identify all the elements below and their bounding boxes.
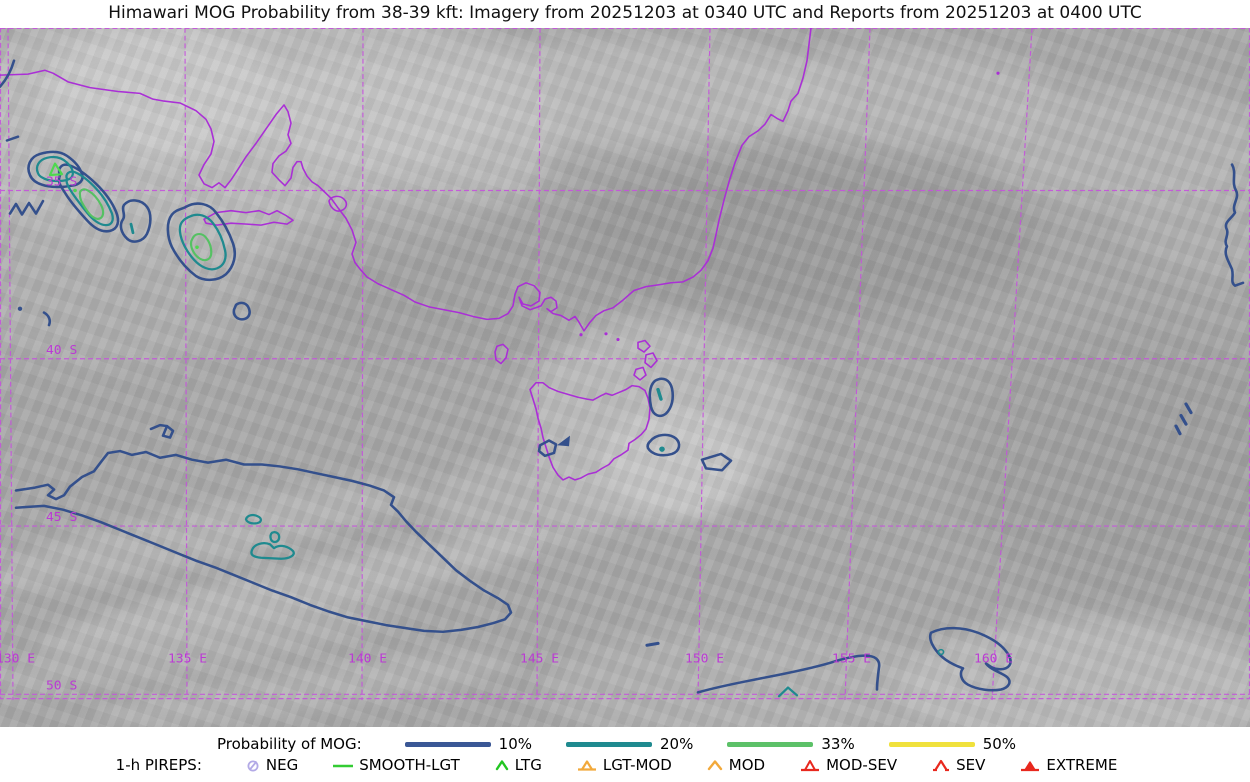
mod-sev-label: MOD-SEV xyxy=(826,756,898,774)
prob-contour-33pct-marks xyxy=(73,188,199,249)
lon-label: 140 E xyxy=(348,652,387,667)
probability-legend-title: Probability of MOG: xyxy=(216,735,362,753)
neg-label: NEG xyxy=(265,756,299,774)
prob-contour-10pct-marks xyxy=(17,306,570,447)
lon-label: 145 E xyxy=(520,652,559,667)
legend-item-50pct: 50% xyxy=(888,735,1017,753)
legend: Probability of MOG: 10% 20% 33% 50% 1-h … xyxy=(0,727,1250,782)
cloud-patch xyxy=(560,158,1040,318)
smooth-lgt-line-icon xyxy=(333,764,354,768)
cloud-patch xyxy=(0,208,260,368)
legend-item-smooth-lgt: SMOOTH-LGT xyxy=(332,756,460,774)
lon-label: 135 E xyxy=(168,652,207,667)
legend-item-10pct: 10% xyxy=(404,735,533,753)
cloud-patch xyxy=(540,628,960,727)
prob-contour-10pct xyxy=(0,59,1245,694)
lat-label: 45 S xyxy=(46,510,77,525)
satellite-map: 35 S 40 S 45 S 50 S 130 E 135 E 140 E 14… xyxy=(0,28,1250,727)
legend-item-extreme: EXTREME xyxy=(1019,756,1117,774)
prob-10-label: 10% xyxy=(498,735,533,753)
neg-circle-slash-icon xyxy=(247,760,259,772)
lat-lon-grid xyxy=(0,28,1250,701)
prob-contour-20pct xyxy=(35,155,945,698)
map-overlay: 35 S 40 S 45 S 50 S 130 E 135 E 140 E 14… xyxy=(0,28,1250,701)
cloud-patch xyxy=(40,28,280,158)
pirep-legend-row: 1-h PIREPS: NEG SMOOTH-LGT LTG xyxy=(0,756,1250,774)
mod-label: MOD xyxy=(728,756,766,774)
mod-sev-triangle-icon xyxy=(801,760,820,772)
prob-contour-20pct-marks xyxy=(659,446,665,452)
legend-item-sev: SEV xyxy=(931,756,985,774)
legend-item-33pct: 33% xyxy=(727,735,855,753)
prob-33-label: 33% xyxy=(821,735,855,753)
lon-label: 160 E xyxy=(974,652,1013,667)
lon-label: 155 E xyxy=(832,652,871,667)
lat-label: 40 S xyxy=(46,343,77,358)
sev-caret-icon xyxy=(933,759,950,772)
mod-caret-icon xyxy=(707,760,722,771)
legend-item-ltg: LTG xyxy=(494,756,542,774)
cloud-patch xyxy=(960,328,1250,608)
prob-33-line-swatch xyxy=(727,741,814,747)
lat-label: 50 S xyxy=(46,679,77,694)
lgt-mod-label: LGT-MOD xyxy=(602,756,672,774)
prob-10-line-swatch xyxy=(404,741,491,747)
legend-item-lgt-mod: LGT-MOD xyxy=(576,756,672,774)
prob-50-label: 50% xyxy=(982,735,1017,753)
lon-label: 130 E xyxy=(0,652,35,667)
prob-contour-33pct xyxy=(48,162,213,262)
sev-label: SEV xyxy=(956,756,986,774)
cloud-patch xyxy=(260,198,620,358)
page-title: Himawari MOG Probability from 38-39 kft:… xyxy=(108,3,1142,23)
legend-item-neg: NEG xyxy=(245,756,298,774)
coastline-islets xyxy=(579,71,1000,342)
ltg-caret-icon xyxy=(495,760,508,771)
prob-20-line-swatch xyxy=(566,741,653,747)
prob-50-line-swatch xyxy=(888,741,975,747)
lon-label: 150 E xyxy=(685,652,724,667)
grid-labels: 35 S 40 S 45 S 50 S 130 E 135 E 140 E 14… xyxy=(0,175,1013,694)
legend-item-mod: MOD xyxy=(706,756,765,774)
pirep-legend-title: 1-h PIREPS: xyxy=(115,756,202,774)
lat-label: 35 S xyxy=(46,175,77,190)
coastline xyxy=(0,28,812,481)
prob-20-label: 20% xyxy=(660,735,694,753)
probability-legend-row: Probability of MOG: 10% 20% 33% 50% xyxy=(0,735,1250,753)
legend-item-mod-sev: MOD-SEV xyxy=(799,756,897,774)
smooth-lgt-label: SMOOTH-LGT xyxy=(359,756,460,774)
extreme-triangle-icon xyxy=(1021,761,1040,772)
lgt-mod-triangle-icon xyxy=(577,760,596,771)
legend-item-20pct: 20% xyxy=(566,735,693,753)
ltg-label: LTG xyxy=(514,756,542,774)
extreme-label: EXTREME xyxy=(1046,756,1118,774)
